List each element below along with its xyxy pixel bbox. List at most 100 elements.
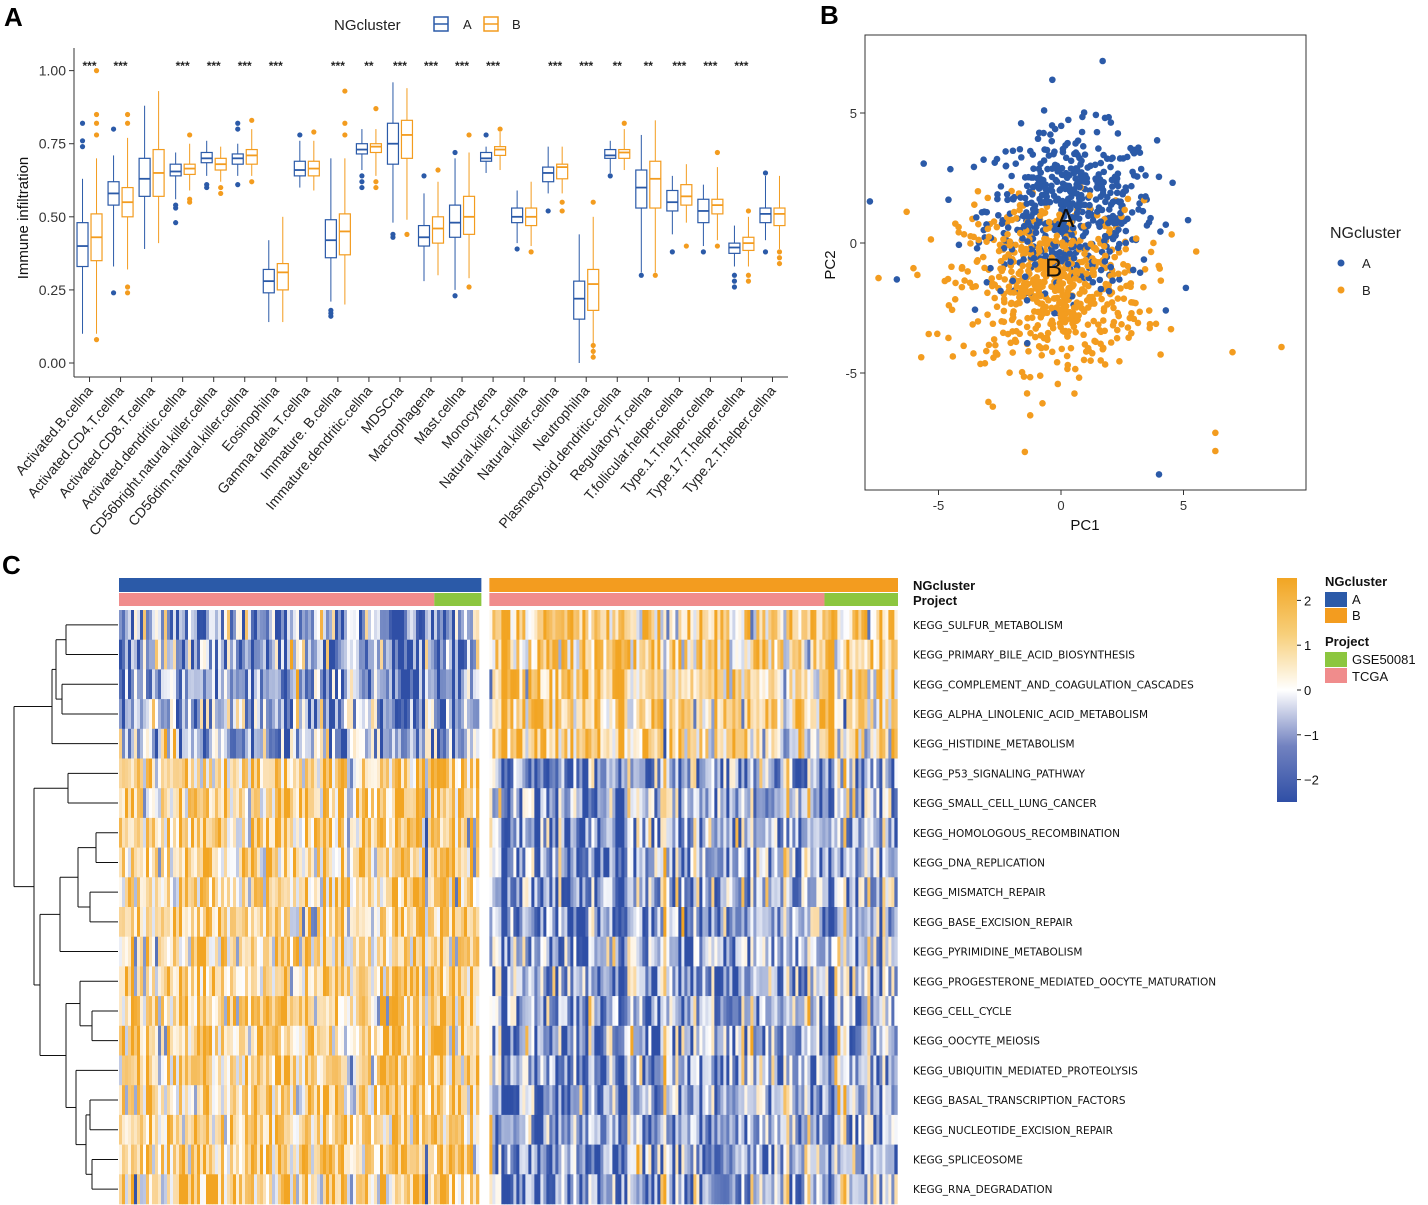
heatmap-cell [386,699,390,730]
heatmap-cell [591,907,595,937]
heatmap-cell [392,877,396,908]
pca-point-a [1017,194,1024,201]
heatmap-panel: KEGG_SULFUR_METABOLISMKEGG_PRIMARY_BILE_… [13,574,1416,1205]
heatmap-cell [684,728,688,759]
pca-point-a [1093,184,1101,191]
box-b [245,117,258,185]
heatmap-cell [864,936,868,967]
heatmap-cell [534,639,538,670]
heatmap-cell [657,877,661,908]
heatmap-cell [461,699,465,730]
heatmap-cell [531,788,535,819]
heatmap-cell [419,966,423,997]
heatmap-cell [365,610,369,640]
heatmap-cell [239,728,243,759]
heatmap-cell [347,669,351,700]
heatmap-cell [558,758,562,789]
heatmap-cell [122,877,126,908]
heatmap-cell [858,728,862,759]
heatmap-cell [434,758,438,789]
pca-point-b [952,279,959,287]
heatmap-cell [885,788,889,819]
heatmap-cell [825,758,829,789]
heatmap-cell [801,817,805,848]
heatmap-cell [624,907,628,937]
heatmap-cell [443,817,447,848]
heatmap-cell [128,669,132,700]
heatmap-cell [798,669,802,700]
heatmap-cell [843,758,847,789]
heatmap-cell [173,817,177,848]
pca-point-a [1069,224,1077,232]
heatmap-cell [495,817,499,848]
significance-label: *** [238,59,252,73]
heatmap-cell [296,936,300,967]
heatmap-cell [248,788,252,819]
heatmap-cell [765,639,769,670]
heatmap-cell [416,639,420,670]
heatmap-cell [864,669,868,700]
heatmap-cell [603,936,607,967]
heatmap-cell [681,936,685,967]
heatmap-cell [413,966,417,997]
heatmap-cell [492,966,496,997]
box-outlier [218,190,224,197]
pca-point-a [1048,173,1056,181]
heatmap-cell [275,728,279,759]
heatmap-cell [861,699,865,730]
heatmap-cell [272,907,276,937]
heatmap-cell [522,966,526,997]
pca-point-a [1048,137,1056,145]
heatmap-cell [281,758,285,789]
heatmap-cell [759,817,763,848]
heatmap-cell [864,877,868,908]
pca-point-a [1029,205,1037,213]
heatmap-cell [164,669,168,700]
heatmap-cell [218,728,222,759]
pca-point-a [1111,173,1119,181]
pca-point-a [1109,183,1116,190]
heatmap-cell [395,877,399,908]
pca-point-b [952,220,959,227]
heatmap-cell [846,847,850,878]
heatmap-cell [711,817,715,848]
heatmap-cell [732,728,736,759]
heatmap-cell [137,728,141,759]
heatmap-cell [789,788,793,819]
heatmap-cell [224,610,228,640]
heatmap-cell [401,758,405,789]
heatmap-cell [398,610,402,640]
heatmap-cell [188,788,192,819]
heatmap-cell [233,610,237,640]
heatmap-cell [675,877,679,908]
heatmap-cell [771,788,775,819]
heatmap-cell [257,669,261,700]
heatmap-cell [588,639,592,670]
heatmap-cell [122,907,126,937]
heatmap-cell [747,907,751,937]
heatmap-cell [209,610,213,640]
box-body [138,157,151,197]
heatmap-cell [332,610,336,640]
heatmap-cell [825,669,829,700]
heatmap-cell [413,669,417,700]
heatmap-cell [618,639,622,670]
heatmap-cell [591,699,595,730]
box-outlier [79,120,86,126]
heatmap-cell [654,907,658,937]
heatmap-cell [741,907,745,937]
heatmap-cell [215,936,219,967]
heatmap-cell [317,877,321,908]
pca-point-b [997,257,1005,265]
heatmap-cell [558,699,562,730]
pca-point-a [1107,163,1114,171]
heatmap-cell [389,669,393,700]
heatmap-cell [209,758,213,789]
heatmap-cell [350,699,354,730]
heatmap-cell [858,936,862,967]
heatmap-cell [140,907,144,937]
heatmap-cell [293,639,297,670]
heatmap-cell [386,758,390,789]
heatmap-cell [425,758,429,789]
heatmap-cell [413,639,417,670]
